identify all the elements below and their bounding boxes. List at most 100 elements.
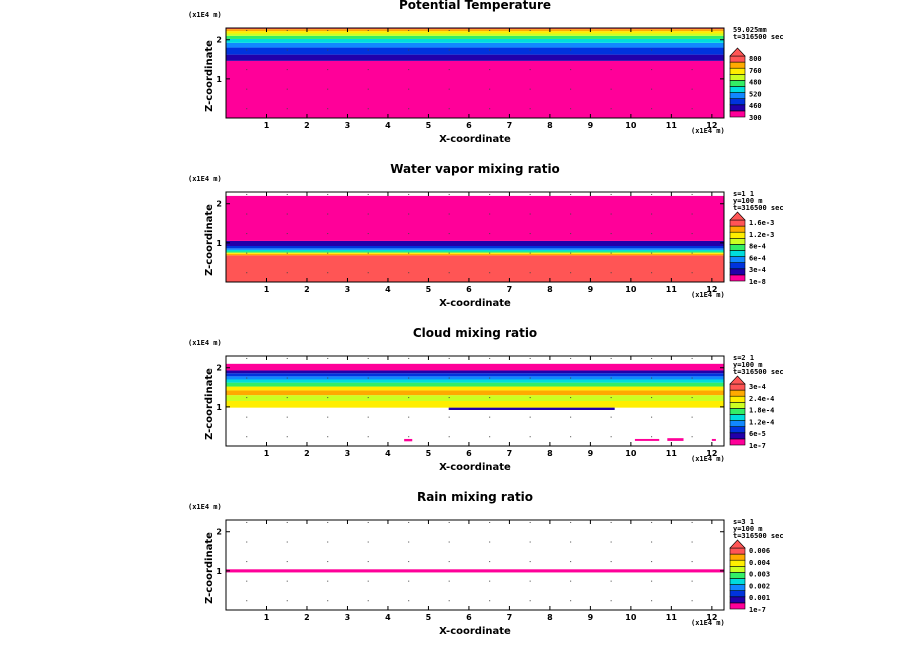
x-tick-label: 1 — [264, 449, 270, 458]
colorbar-label: 1e-7 — [749, 442, 766, 450]
grid-dot — [610, 357, 612, 359]
contour-band — [226, 249, 724, 252]
grid-dot — [327, 49, 329, 51]
contour-band — [226, 252, 724, 254]
z-unit-label: (x1E4 m) — [188, 503, 222, 511]
info-text: s=2 1 — [733, 354, 754, 362]
grid-dot — [246, 357, 248, 359]
x-tick-label: 1 — [264, 613, 270, 622]
contour-band — [226, 395, 724, 401]
grid-dot — [570, 397, 572, 399]
grid-dot — [327, 580, 329, 582]
colorbar-cell — [729, 231, 746, 239]
colorbar-cell — [729, 110, 746, 118]
z-axis-label: Z-coordinate — [204, 368, 215, 440]
grid-dot — [408, 29, 410, 31]
grid-dot — [246, 436, 248, 438]
grid-dot — [408, 561, 410, 563]
x-tick-label: 12 — [706, 285, 717, 294]
grid-dot — [286, 213, 288, 215]
x-tick-label: 12 — [706, 449, 717, 458]
x-tick-label: 3 — [345, 613, 351, 622]
grid-dot — [367, 49, 369, 51]
grid-dot — [367, 521, 369, 523]
info-text: y=100 m — [733, 361, 763, 369]
grid-dot — [246, 88, 248, 90]
grid-dot — [367, 233, 369, 235]
grid-dot — [651, 521, 653, 523]
grid-dot — [529, 29, 531, 31]
colorbar-label: 0.002 — [749, 582, 770, 590]
grid-dot — [327, 29, 329, 31]
grid-dot — [448, 213, 450, 215]
grid-dot — [651, 600, 653, 602]
grid-dot — [408, 416, 410, 418]
grid-dot — [529, 436, 531, 438]
grid-dot — [327, 377, 329, 379]
x-tick-label: 8 — [547, 285, 553, 294]
contour-band — [226, 60, 724, 118]
grid-dot — [286, 580, 288, 582]
grid-dot — [570, 521, 572, 523]
grid-dot — [286, 600, 288, 602]
grid-dot — [691, 49, 693, 51]
plot-frame — [225, 519, 725, 611]
x-tick-label: 4 — [385, 449, 391, 458]
info-text: t=316500 sec — [733, 532, 784, 540]
contour-band — [226, 31, 724, 34]
grid-dot — [651, 541, 653, 543]
contour-band — [226, 370, 724, 374]
grid-dot — [367, 561, 369, 563]
grid-dot — [489, 272, 491, 274]
grid-dot — [691, 69, 693, 71]
grid-dot — [610, 233, 612, 235]
colorbar-cell — [729, 590, 746, 598]
contour-band — [226, 195, 724, 241]
colorbar-label: 480 — [749, 79, 762, 87]
grid-dot — [529, 357, 531, 359]
grid-dot — [448, 377, 450, 379]
grid-dot — [651, 416, 653, 418]
x-tick-label: 3 — [345, 285, 351, 294]
x-tick-label: 12 — [706, 613, 717, 622]
info-text: t=316500 sec — [733, 368, 784, 376]
grid-dot — [529, 541, 531, 543]
x-tick-label: 11 — [666, 449, 678, 458]
contour-band — [226, 376, 724, 380]
grid-dot — [691, 541, 693, 543]
grid-dot — [489, 436, 491, 438]
grid-dot — [651, 49, 653, 51]
grid-dot — [286, 108, 288, 110]
grid-dot — [610, 193, 612, 195]
grid-dot — [408, 233, 410, 235]
grid-dot — [246, 29, 248, 31]
z-axis-label: Z-coordinate — [204, 40, 215, 112]
grid-dot — [570, 580, 572, 582]
grid-dot — [529, 561, 531, 563]
grid-dot — [327, 436, 329, 438]
grid-dot — [448, 69, 450, 71]
grid-dot — [651, 193, 653, 195]
grid-dot — [610, 561, 612, 563]
grid-dot — [691, 600, 693, 602]
x-tick-label: 1 — [264, 121, 270, 130]
grid-dot — [327, 69, 329, 71]
x-tick-label: 2 — [304, 121, 310, 130]
grid-dot — [448, 600, 450, 602]
grid-dot — [408, 357, 410, 359]
grid-dot — [408, 397, 410, 399]
grid-dot — [691, 29, 693, 31]
colorbar-label: 6e-5 — [749, 430, 766, 438]
grid-dot — [529, 397, 531, 399]
grid-dot — [408, 600, 410, 602]
plot-frame — [225, 355, 725, 447]
colorbar-cell — [729, 104, 746, 112]
colorbar-label: 1e-8 — [749, 278, 766, 286]
grid-dot — [408, 272, 410, 274]
colorbar-label: 6e-4 — [749, 254, 766, 262]
x-tick-label: 5 — [426, 285, 432, 294]
grid-dot — [448, 108, 450, 110]
panel-title: Potential Temperature — [399, 0, 551, 12]
x-tick-label: 5 — [426, 613, 432, 622]
grid-dot — [367, 88, 369, 90]
